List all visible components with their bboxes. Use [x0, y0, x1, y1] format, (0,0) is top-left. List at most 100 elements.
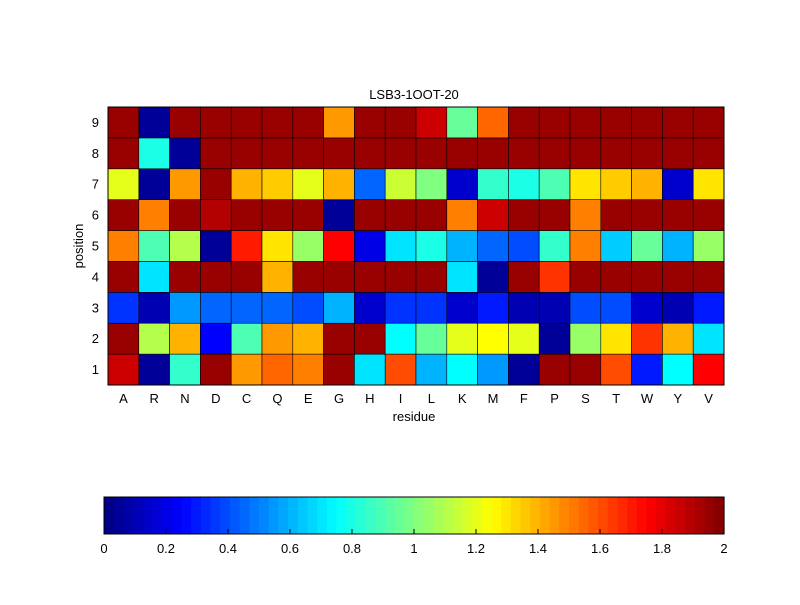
heatmap-cell: [292, 322, 324, 355]
heatmap-cell: [415, 199, 448, 231]
x-tick-label: S: [581, 391, 590, 406]
y-axis-label: position: [71, 224, 86, 269]
heatmap-cell: [446, 292, 478, 324]
heatmap-cell: [508, 137, 540, 170]
heatmap-cell: [230, 230, 263, 262]
colorbar-swatch: [539, 497, 551, 534]
colorbar-swatch: [229, 497, 241, 534]
heatmap-cell: [662, 353, 694, 386]
heatmap-cell: [107, 199, 140, 231]
heatmap-cell: [169, 322, 201, 355]
colorbar-swatch: [346, 497, 357, 534]
heatmap-cell: [600, 353, 632, 386]
heatmap-cell: [354, 106, 386, 139]
heatmap-cell: [261, 230, 294, 262]
colorbar-swatch: [200, 497, 212, 534]
y-tick-label: 2: [92, 331, 99, 346]
colorbar-swatch: [607, 497, 619, 534]
heatmap-cell: [261, 292, 294, 324]
heatmap-cell: [261, 199, 294, 231]
heatmap-cell: [200, 168, 232, 200]
colorbar-swatch: [133, 497, 144, 534]
heatmap-cell: [477, 199, 509, 231]
heatmap-cell: [384, 199, 417, 231]
colorbar-swatch: [501, 497, 512, 534]
heatmap-cell: [230, 199, 263, 231]
colorbar-swatch: [704, 497, 715, 534]
heatmap-cell: [230, 292, 263, 324]
colorbar-tick-label: 0: [100, 541, 107, 556]
heatmap-cell: [446, 199, 478, 231]
colorbar-swatch: [278, 497, 289, 534]
colorbar-swatch: [675, 497, 686, 534]
heatmap-cell: [169, 353, 201, 386]
heatmap-cell: [323, 322, 355, 355]
heatmap-cell: [107, 292, 140, 324]
heatmap-cell: [477, 292, 509, 324]
heatmap-cell: [508, 322, 540, 355]
heatmap-cell: [138, 322, 170, 355]
heatmap-cell: [662, 137, 694, 170]
heatmap-cell: [200, 353, 232, 386]
heatmap-cell: [107, 261, 140, 293]
heatmap-cell: [323, 230, 355, 262]
colorbar-swatch: [142, 497, 154, 534]
colorbar-swatch: [472, 497, 483, 534]
heatmap-cell: [692, 261, 725, 293]
colorbar-swatch: [433, 497, 444, 534]
colorbar-tick-label: 2: [720, 541, 727, 556]
heatmap-cell: [508, 199, 540, 231]
plot-frame: [107, 106, 725, 386]
colorbar-swatch: [636, 497, 648, 534]
colorbar-tick-label: 1.8: [653, 541, 671, 556]
heatmap-cell: [508, 106, 540, 139]
x-tick-label: I: [399, 391, 403, 406]
heatmap-cell: [230, 322, 263, 355]
heatmap-cell: [261, 261, 294, 293]
x-tick-label: A: [119, 391, 128, 406]
colorbar-tick-label: 1.2: [467, 541, 485, 556]
heatmap-cell: [415, 322, 448, 355]
heatmap-cell: [354, 230, 386, 262]
x-tick-label: L: [428, 391, 435, 406]
heatmap-cell: [538, 199, 571, 231]
heatmap-cell: [477, 137, 509, 170]
heatmap-cell: [600, 292, 632, 324]
heatmap-cell: [169, 137, 201, 170]
heatmap-cell: [230, 106, 263, 139]
heatmap-cell: [230, 261, 263, 293]
heatmap-cell: [107, 322, 140, 355]
colorbar-swatch: [694, 497, 706, 534]
colorbar-swatch: [152, 497, 163, 534]
heatmap-cell: [569, 261, 602, 293]
heatmap-cell: [569, 292, 602, 324]
heatmap-cell: [415, 292, 448, 324]
colorbar-swatch: [491, 497, 502, 534]
y-tick-label: 7: [92, 177, 99, 192]
heatmap-cell: [692, 353, 725, 386]
heatmap-cell: [354, 322, 386, 355]
colorbar-swatch: [104, 497, 115, 534]
heatmap-cell: [138, 230, 170, 262]
heatmap-cell: [538, 292, 571, 324]
colorbar-swatch: [191, 497, 202, 534]
heatmap-cell: [384, 353, 417, 386]
heatmap-cell: [323, 137, 355, 170]
colorbar: [104, 497, 725, 534]
heatmap-cell: [261, 322, 294, 355]
heatmap-cell: [631, 106, 663, 139]
colorbar-swatch: [365, 497, 376, 534]
colorbar-tick-label: 1.6: [591, 541, 609, 556]
heatmap-cell: [477, 106, 509, 139]
y-tick-label: 6: [92, 208, 99, 223]
x-tick-label: E: [304, 391, 313, 406]
colorbar-swatch: [414, 497, 425, 534]
heatmap-cell: [508, 292, 540, 324]
heatmap-cell: [631, 137, 663, 170]
heatmap-cell: [662, 230, 694, 262]
heatmap-cell: [354, 168, 386, 200]
colorbar-tick-label: 1.4: [529, 541, 547, 556]
heatmap-cell: [569, 322, 602, 355]
heatmap-cell: [692, 199, 725, 231]
y-tick-labels: 1 2 3 4 5 6 7 8 9: [92, 115, 99, 377]
